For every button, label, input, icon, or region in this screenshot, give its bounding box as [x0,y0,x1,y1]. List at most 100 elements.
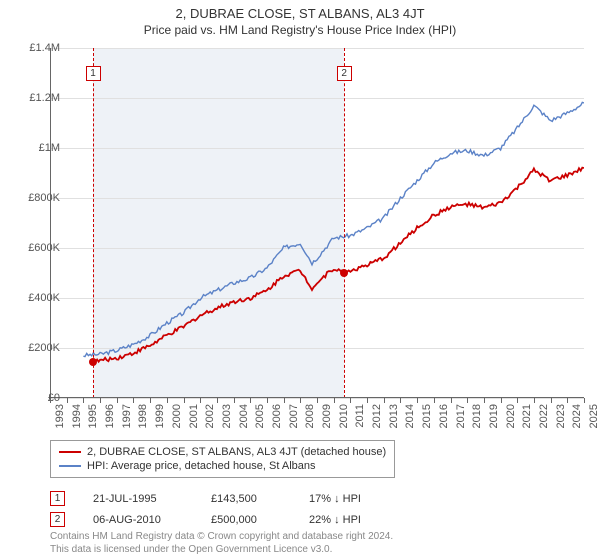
x-tick-mark [567,398,568,403]
sale-date: 06-AUG-2010 [93,514,183,526]
sale-marker-box: 1 [86,66,101,81]
x-tick-label: 2021 [521,404,533,428]
sale-row: 2 06-AUG-2010 £500,000 22% ↓ HPI [50,509,389,530]
x-tick-label: 2019 [488,404,500,428]
x-tick-mark [217,398,218,403]
sale-hpi: 17% ↓ HPI [309,493,389,505]
x-tick-label: 2004 [238,404,250,428]
legend-item: 2, DUBRAE CLOSE, ST ALBANS, AL3 4JT (det… [59,445,386,459]
y-tick-label: £1.4M [16,42,60,54]
x-tick-label: 2008 [304,404,316,428]
x-tick-label: 2000 [171,404,183,428]
x-tick-mark [300,398,301,403]
x-tick-mark [400,398,401,403]
x-tick-label: 2025 [588,404,600,428]
page-title: 2, DUBRAE CLOSE, ST ALBANS, AL3 4JT [0,0,600,21]
x-tick-label: 2017 [455,404,467,428]
x-tick-mark [100,398,101,403]
x-tick-mark [334,398,335,403]
x-tick-mark [417,398,418,403]
y-tick-label: £200K [16,342,60,354]
x-tick-label: 2001 [188,404,200,428]
sale-marker-box: 2 [337,66,352,81]
y-tick-label: £600K [16,242,60,254]
footnote-line-1: Contains HM Land Registry data © Crown c… [50,530,393,543]
x-tick-mark [67,398,68,403]
sale-date: 21-JUL-1995 [93,493,183,505]
x-tick-label: 2005 [254,404,266,428]
legend-label: 2, DUBRAE CLOSE, ST ALBANS, AL3 4JT (det… [87,446,386,458]
x-tick-mark [501,398,502,403]
x-tick-label: 1995 [87,404,99,428]
sale-hpi: 22% ↓ HPI [309,514,389,526]
x-tick-mark [350,398,351,403]
x-tick-mark [467,398,468,403]
x-tick-mark [133,398,134,403]
x-tick-mark [184,398,185,403]
x-tick-label: 1998 [137,404,149,428]
x-tick-label: 2003 [221,404,233,428]
x-tick-label: 2020 [505,404,517,428]
x-tick-label: 1996 [104,404,116,428]
x-tick-label: 2013 [388,404,400,428]
sale-row-marker: 2 [50,512,65,527]
x-tick-mark [484,398,485,403]
sale-price: £143,500 [211,493,281,505]
x-tick-label: 1999 [154,404,166,428]
x-tick-label: 2006 [271,404,283,428]
sale-marker-line [93,48,94,398]
x-tick-label: 1993 [54,404,66,428]
y-tick-label: £1.2M [16,92,60,104]
x-tick-mark [584,398,585,403]
x-tick-mark [551,398,552,403]
x-tick-mark [284,398,285,403]
series-line [93,168,584,364]
x-tick-mark [384,398,385,403]
chart-container: 2, DUBRAE CLOSE, ST ALBANS, AL3 4JT Pric… [0,0,600,560]
x-tick-label: 2022 [538,404,550,428]
sale-row: 1 21-JUL-1995 £143,500 17% ↓ HPI [50,488,389,509]
x-tick-label: 1994 [71,404,83,428]
sale-row-marker: 1 [50,491,65,506]
x-tick-label: 2012 [371,404,383,428]
series-line [83,102,584,356]
x-tick-label: 2002 [204,404,216,428]
x-tick-mark [267,398,268,403]
legend: 2, DUBRAE CLOSE, ST ALBANS, AL3 4JT (det… [50,440,395,478]
x-tick-label: 1997 [121,404,133,428]
x-tick-mark [517,398,518,403]
footnote: Contains HM Land Registry data © Crown c… [50,530,393,556]
x-tick-mark [234,398,235,403]
x-tick-mark [50,398,51,403]
x-tick-mark [150,398,151,403]
chart-area: 12 [50,48,584,398]
x-tick-label: 2018 [471,404,483,428]
legend-label: HPI: Average price, detached house, St A… [87,460,316,472]
x-tick-label: 2014 [404,404,416,428]
x-tick-mark [434,398,435,403]
x-tick-mark [117,398,118,403]
x-tick-label: 2010 [338,404,350,428]
x-tick-label: 2007 [288,404,300,428]
x-tick-label: 2024 [571,404,583,428]
x-tick-label: 2009 [321,404,333,428]
sales-table: 1 21-JUL-1995 £143,500 17% ↓ HPI 2 06-AUG-201… [50,488,389,530]
legend-swatch [59,465,81,467]
sale-price: £500,000 [211,514,281,526]
legend-swatch [59,451,81,453]
x-tick-mark [200,398,201,403]
x-tick-mark [83,398,84,403]
sale-marker-line [344,48,345,398]
x-tick-mark [534,398,535,403]
y-tick-label: £800K [16,192,60,204]
page-subtitle: Price paid vs. HM Land Registry's House … [0,21,600,43]
legend-item: HPI: Average price, detached house, St A… [59,459,386,473]
y-tick-label: £0 [16,392,60,404]
line-plot [50,48,584,398]
x-tick-mark [367,398,368,403]
x-tick-mark [250,398,251,403]
sale-marker-dot [89,358,97,366]
x-tick-label: 2015 [421,404,433,428]
x-tick-label: 2016 [438,404,450,428]
x-tick-mark [317,398,318,403]
